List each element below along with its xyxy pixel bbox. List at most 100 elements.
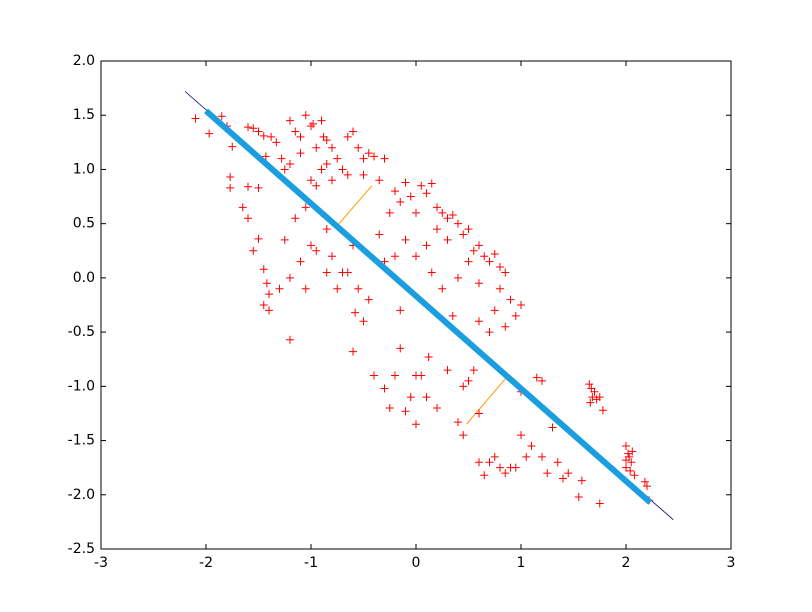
data-point [622, 441, 630, 450]
data-point [532, 373, 541, 382]
data-point [538, 376, 546, 385]
data-point [286, 273, 294, 282]
data-point [501, 268, 510, 277]
data-point [238, 203, 247, 212]
data-point [370, 371, 378, 380]
data-point [364, 149, 373, 158]
data-point [301, 284, 310, 293]
data-point [291, 127, 300, 136]
data-point [228, 142, 237, 151]
data-point [322, 136, 331, 145]
data-point [217, 112, 226, 121]
data-point [422, 241, 431, 250]
data-point [406, 393, 415, 402]
data-point [511, 311, 520, 320]
data-point [433, 203, 441, 212]
data-point [375, 176, 384, 185]
data-point [401, 407, 410, 416]
data-point [454, 219, 462, 228]
data-point [412, 252, 420, 261]
y-tick-label: 0.0 [73, 270, 95, 286]
data-point [485, 328, 494, 337]
data-point [543, 469, 552, 478]
data-point [490, 250, 499, 259]
data-point [417, 181, 426, 190]
data-point [640, 477, 649, 486]
data-point [588, 393, 597, 402]
data-point [259, 301, 268, 309]
data-point [464, 376, 473, 385]
data-point [501, 322, 510, 331]
data-point [391, 252, 399, 261]
data-point [254, 183, 263, 192]
data-point [301, 111, 310, 120]
x-tick-label: 3 [727, 555, 736, 571]
data-point [590, 387, 599, 396]
data-point [354, 284, 363, 293]
y-tick-label: -0.5 [68, 324, 95, 340]
data-point [412, 208, 420, 217]
x-tick-label: -3 [94, 555, 108, 571]
data-point [443, 214, 452, 223]
data-point [291, 214, 300, 223]
data-point [406, 192, 415, 201]
data-point [538, 452, 546, 461]
data-point [577, 476, 586, 485]
data-point [244, 123, 252, 132]
data-point [249, 124, 258, 133]
data-point [391, 187, 399, 196]
data-point [244, 182, 252, 191]
data-point [630, 471, 639, 480]
x-tick-label: -2 [199, 555, 213, 571]
data-point [443, 366, 452, 375]
data-point [548, 423, 557, 432]
data-point [385, 404, 394, 413]
data-point [244, 214, 252, 223]
data-point [464, 257, 473, 266]
data-point [312, 181, 321, 190]
data-point [286, 335, 294, 344]
data-point [375, 230, 384, 239]
data-point [307, 176, 315, 185]
data-point [296, 257, 305, 266]
data-point [454, 273, 462, 282]
data-point [343, 132, 352, 141]
data-point [396, 197, 405, 206]
data-point [496, 284, 504, 293]
data-point [280, 235, 289, 244]
y-tick-label: -1.5 [68, 433, 95, 449]
data-point [301, 203, 310, 212]
data-point [254, 127, 263, 136]
data-point [595, 499, 604, 508]
data-point [480, 252, 489, 261]
data-point [438, 208, 447, 217]
y-tick-label: 1.0 [73, 161, 95, 177]
data-point [485, 458, 494, 467]
data-point [401, 178, 410, 187]
projected-points [204, 108, 653, 505]
y-tick-label: -2.5 [68, 541, 95, 557]
data-point [317, 116, 326, 125]
data-point [191, 114, 200, 123]
data-point [622, 456, 630, 465]
data-point [586, 398, 595, 407]
data-point [622, 463, 630, 472]
data-point [464, 225, 473, 234]
data-point [280, 165, 289, 174]
data-point [307, 241, 315, 250]
data-point [475, 317, 483, 326]
data-point [422, 189, 431, 198]
data-point [359, 317, 368, 326]
data-point [643, 482, 651, 491]
y-tick-label: 2.0 [73, 53, 95, 69]
y-tick-label: -1.0 [68, 378, 95, 394]
data-point [261, 152, 270, 161]
data-point [595, 393, 604, 402]
data-point [469, 246, 478, 255]
data-point [459, 382, 468, 391]
data-point [424, 353, 433, 362]
data-point [396, 344, 405, 353]
data-point [459, 230, 468, 239]
data-point [286, 116, 294, 125]
data-point [391, 371, 399, 380]
